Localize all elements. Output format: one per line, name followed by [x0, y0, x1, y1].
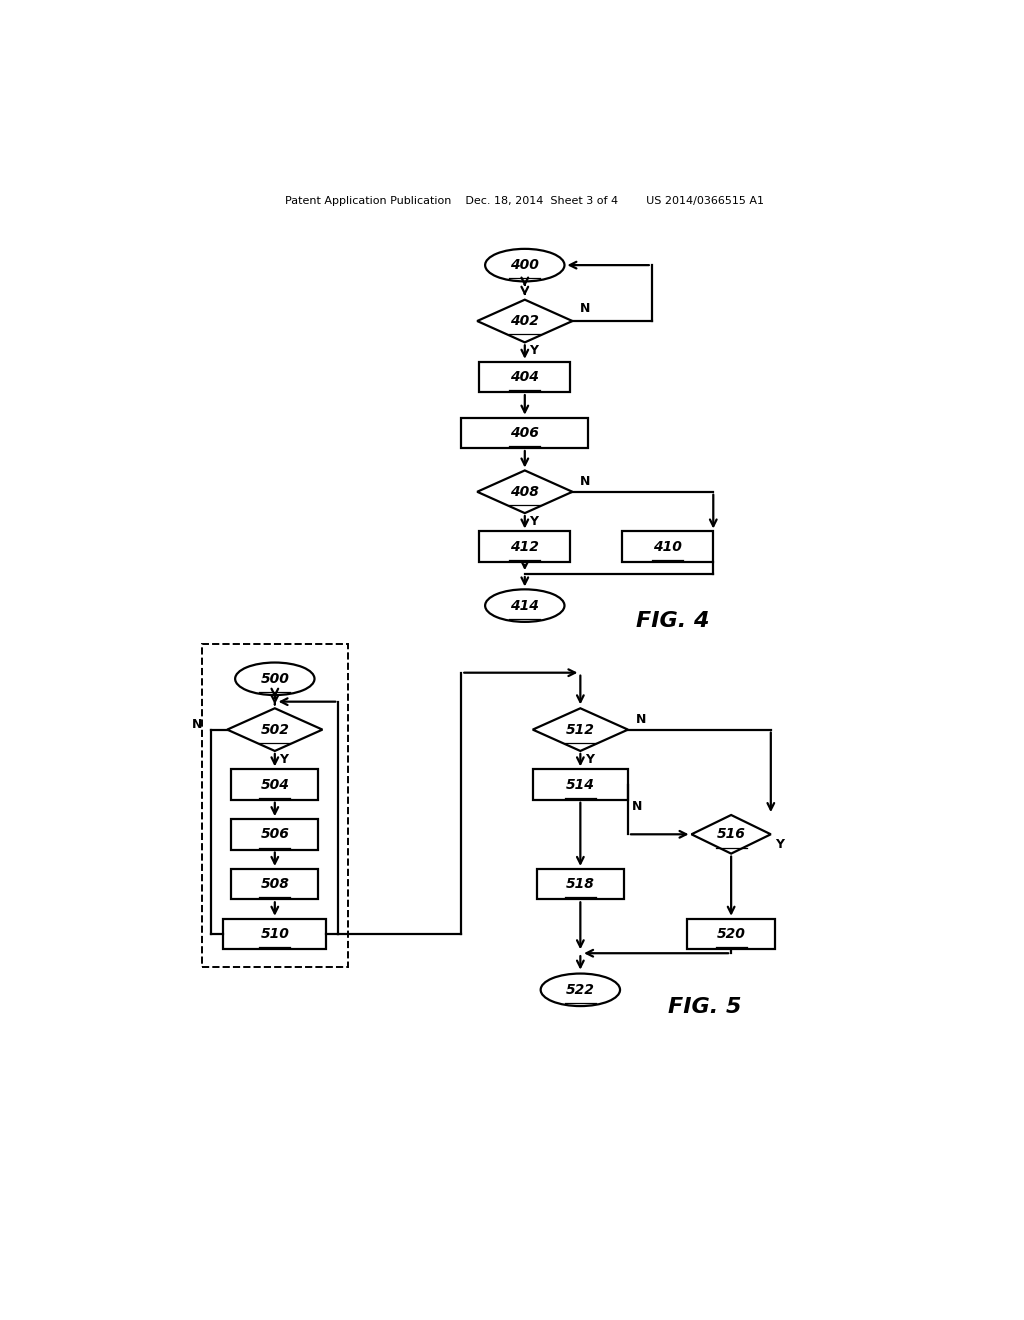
Text: 408: 408: [510, 484, 540, 499]
Text: Y: Y: [585, 752, 594, 766]
Text: N: N: [581, 475, 591, 488]
Text: 506: 506: [260, 828, 289, 841]
Text: 522: 522: [566, 983, 595, 997]
Text: 516: 516: [717, 828, 745, 841]
Text: Y: Y: [528, 345, 538, 356]
Text: 400: 400: [510, 259, 540, 272]
Text: Patent Application Publication    Dec. 18, 2014  Sheet 3 of 4        US 2014/036: Patent Application Publication Dec. 18, …: [286, 197, 764, 206]
Text: Y: Y: [775, 838, 783, 851]
Text: 500: 500: [260, 672, 289, 686]
Text: N: N: [636, 713, 646, 726]
Text: 410: 410: [653, 540, 682, 553]
Text: Y: Y: [280, 752, 289, 766]
Text: 512: 512: [566, 722, 595, 737]
Text: 404: 404: [510, 370, 540, 384]
Text: 414: 414: [510, 598, 540, 612]
Text: 504: 504: [260, 777, 289, 792]
Text: 402: 402: [510, 314, 540, 329]
Text: FIG. 5: FIG. 5: [668, 997, 741, 1018]
Text: 510: 510: [260, 927, 289, 941]
Text: N: N: [191, 718, 202, 731]
Text: N: N: [632, 800, 642, 813]
Text: 412: 412: [510, 540, 540, 553]
Text: Y: Y: [528, 515, 538, 528]
Text: 508: 508: [260, 876, 289, 891]
Text: 502: 502: [260, 722, 289, 737]
Text: 406: 406: [510, 426, 540, 440]
Text: 520: 520: [717, 927, 745, 941]
Text: 514: 514: [566, 777, 595, 792]
Text: FIG. 4: FIG. 4: [636, 611, 710, 631]
Text: 518: 518: [566, 876, 595, 891]
Text: N: N: [581, 302, 591, 315]
